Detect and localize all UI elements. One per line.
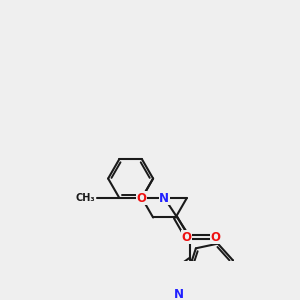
Text: O: O: [137, 191, 147, 205]
Text: O: O: [182, 230, 192, 244]
Text: O: O: [210, 231, 220, 244]
Text: CH₃: CH₃: [76, 193, 96, 203]
Text: N: N: [174, 288, 184, 300]
Text: N: N: [159, 191, 169, 205]
